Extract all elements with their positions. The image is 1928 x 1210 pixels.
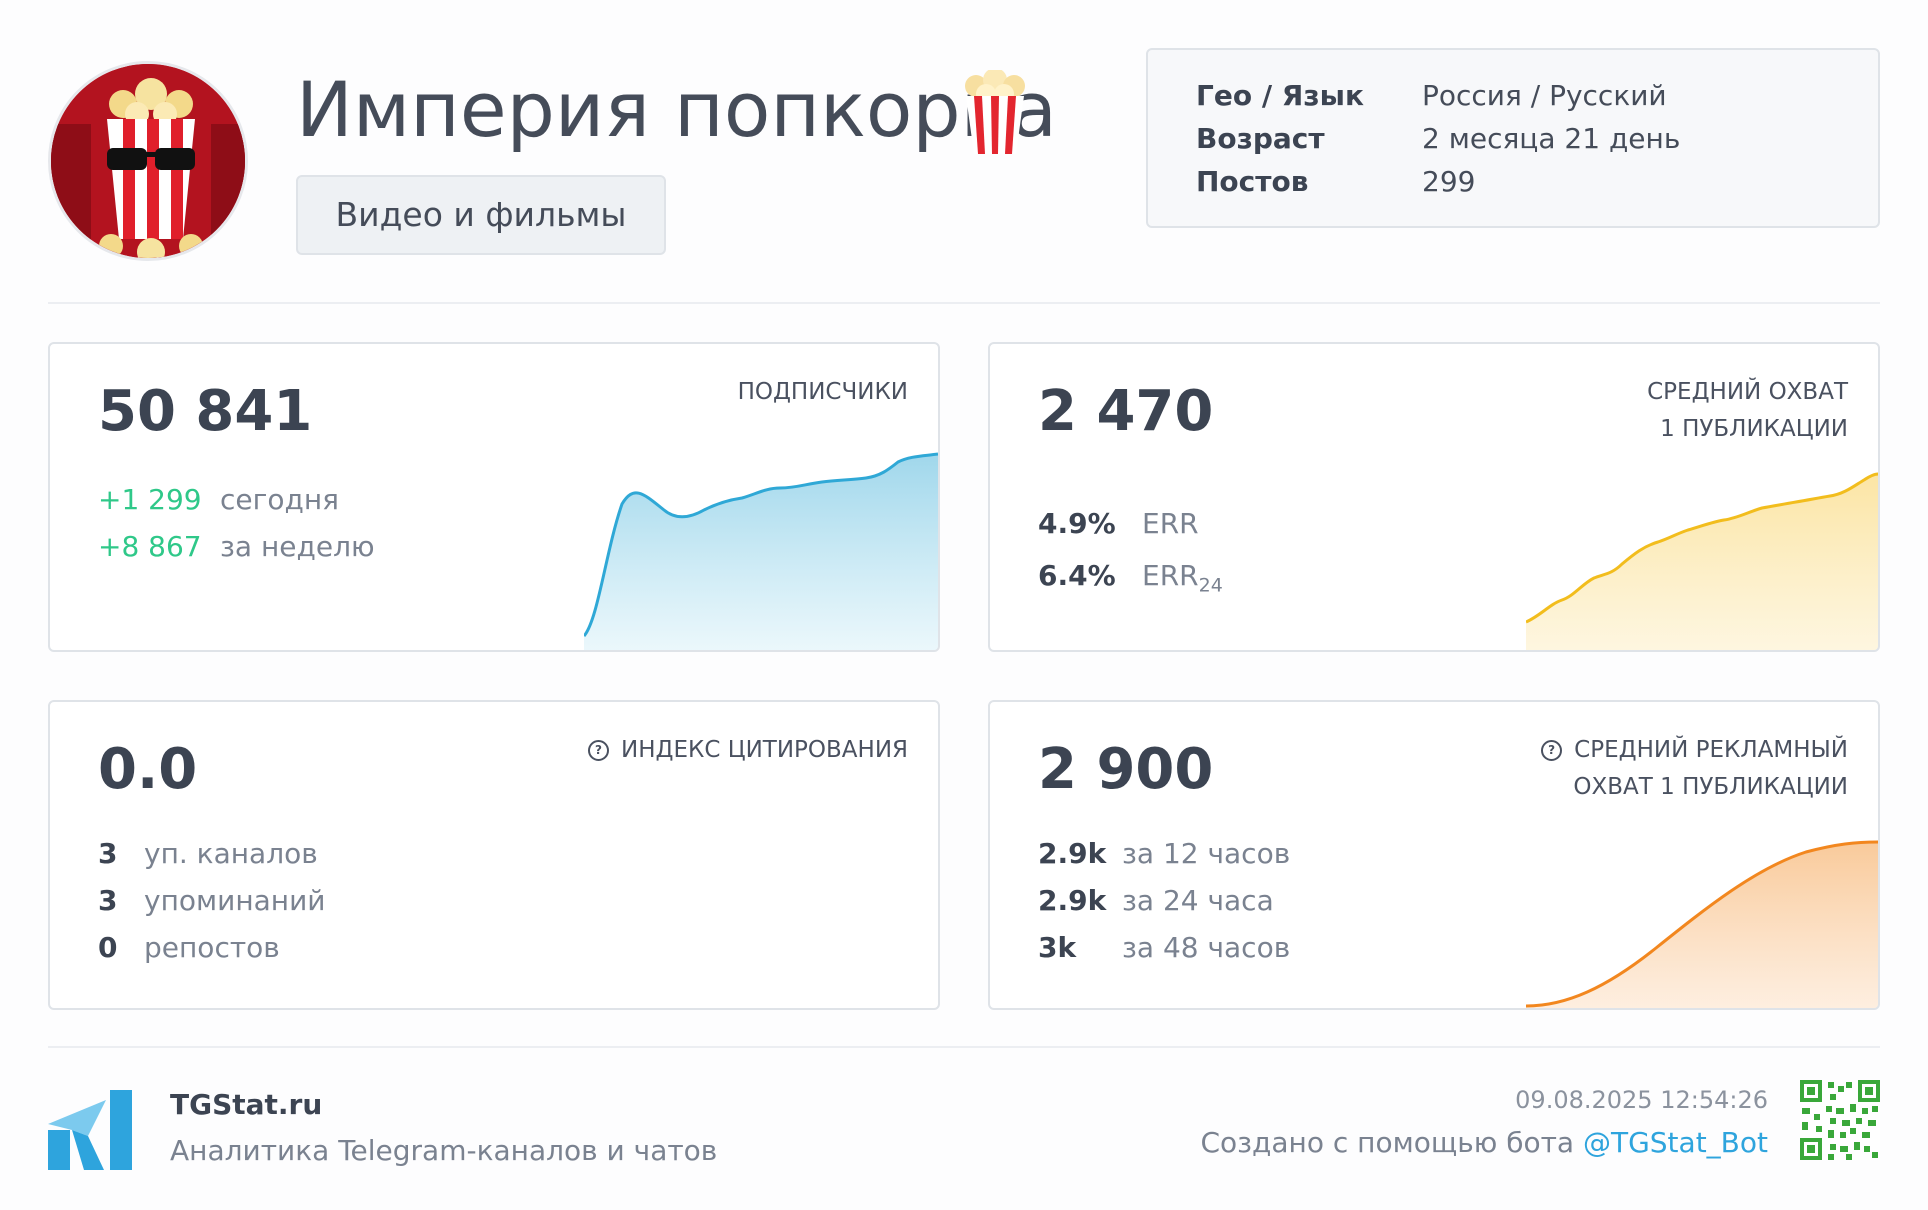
mention-channels-value: 3 bbox=[98, 837, 118, 870]
ad-reach-48h-value: 3k bbox=[1038, 931, 1077, 964]
help-icon[interactable]: ? bbox=[1541, 740, 1563, 761]
subscribers-sparkline bbox=[584, 452, 938, 650]
ad-reach-value: 2 900 bbox=[1038, 737, 1214, 802]
ad-reach-sparkline bbox=[1526, 840, 1878, 1008]
reach-caption-line1: СРЕДНИЙ ОХВАТ bbox=[1647, 379, 1848, 405]
subscribers-today-value: +1 299 bbox=[98, 483, 202, 516]
qr-code-icon bbox=[1800, 1080, 1880, 1160]
subscribers-week-value: +8 867 bbox=[98, 530, 202, 563]
ad-reach-24h-row: 2.9k за 24 часа bbox=[1038, 881, 1274, 921]
channel-avatar bbox=[48, 61, 248, 261]
subscribers-today-label: сегодня bbox=[220, 483, 339, 516]
ad-reach-caption-line1: ? СРЕДНИЙ РЕКЛАМНЫЙ bbox=[1541, 732, 1848, 769]
citation-caption: ? ИНДЕКС ЦИТИРОВАНИЯ bbox=[588, 732, 908, 769]
posts-label: Постов bbox=[1196, 165, 1309, 198]
ad-reach-12h-row: 2.9k за 12 часов bbox=[1038, 834, 1290, 874]
reposts-row: 0 репостов bbox=[98, 928, 280, 968]
ad-reach-12h-value: 2.9k bbox=[1038, 837, 1107, 870]
channel-title: Империя попкорна bbox=[296, 65, 1057, 154]
mention-channels-row: 3 уп. каналов bbox=[98, 834, 318, 874]
ad-reach-caption-line2: ОХВАТ 1 ПУБЛИКАЦИИ bbox=[1573, 774, 1848, 800]
tgstat-logo-icon bbox=[48, 1090, 132, 1170]
subscribers-today-row: +1 299 сегодня bbox=[98, 480, 339, 520]
popcorn-emoji-icon bbox=[965, 70, 1025, 154]
popcorn-avatar-icon bbox=[51, 64, 245, 258]
err24-value: 6.4% bbox=[1038, 559, 1116, 592]
subscribers-week-row: +8 867 за неделю bbox=[98, 527, 375, 567]
err-label: ERR bbox=[1142, 507, 1199, 540]
ad-reach-48h-row: 3k за 48 часов bbox=[1038, 928, 1290, 968]
ad-reach-48h-label: за 48 часов bbox=[1122, 931, 1291, 964]
divider bbox=[48, 1046, 1880, 1048]
ad-reach-caption: ? СРЕДНИЙ РЕКЛАМНЫЙ ОХВАТ 1 ПУБЛИКАЦИИ bbox=[1541, 732, 1848, 806]
reposts-value: 0 bbox=[98, 931, 118, 964]
ad-reach-24h-label: за 24 часа bbox=[1122, 884, 1274, 917]
mentions-row: 3 упоминаний bbox=[98, 881, 326, 921]
subscribers-caption: ПОДПИСЧИКИ bbox=[737, 379, 908, 405]
reach-value: 2 470 bbox=[1038, 379, 1214, 444]
reach-caption: СРЕДНИЙ ОХВАТ 1 ПУБЛИКАЦИИ bbox=[1647, 374, 1848, 448]
err-row: 4.9% ERR bbox=[1038, 504, 1199, 544]
mention-channels-label: уп. каналов bbox=[144, 837, 318, 870]
subscribers-card: 50 841 ПОДПИСЧИКИ +1 299 сегодня +8 867 … bbox=[48, 342, 940, 652]
age-value: 2 месяца 21 день bbox=[1422, 122, 1681, 155]
citation-caption-text: ИНДЕКС ЦИТИРОВАНИЯ bbox=[621, 737, 908, 763]
created-by-prefix: Создано с помощью бота bbox=[1200, 1126, 1583, 1159]
mentions-label: упоминаний bbox=[144, 884, 326, 917]
brand-tagline: Аналитика Telegram-каналов и чатов bbox=[170, 1134, 718, 1167]
help-icon[interactable]: ? bbox=[588, 740, 610, 761]
age-label: Возраст bbox=[1196, 122, 1325, 155]
created-by-text: Создано с помощью бота @TGStat_Bot bbox=[1200, 1126, 1768, 1159]
report-timestamp: 09.08.2025 12:54:26 bbox=[1515, 1086, 1768, 1114]
err24-label-text: ERR bbox=[1142, 559, 1199, 592]
subscribers-count: 50 841 bbox=[98, 379, 313, 444]
posts-value: 299 bbox=[1422, 165, 1476, 198]
err24-subscript: 24 bbox=[1198, 574, 1223, 597]
citation-index-value: 0.0 bbox=[98, 737, 198, 802]
category-button[interactable]: Видео и фильмы bbox=[296, 175, 666, 255]
ad-reach-card: 2 900 ? СРЕДНИЙ РЕКЛАМНЫЙ ОХВАТ 1 ПУБЛИКА… bbox=[988, 700, 1880, 1010]
bot-link[interactable]: @TGStat_Bot bbox=[1582, 1126, 1768, 1159]
reach-sparkline bbox=[1526, 472, 1878, 650]
citation-card: 0.0 ? ИНДЕКС ЦИТИРОВАНИЯ 3 уп. каналов 3 … bbox=[48, 700, 940, 1010]
err24-label: ERR24 bbox=[1142, 556, 1223, 606]
reach-caption-line2: 1 ПУБЛИКАЦИИ bbox=[1660, 416, 1848, 442]
channel-info-panel: Гео / Язык Россия / Русский Возраст 2 ме… bbox=[1146, 48, 1880, 228]
brand-name[interactable]: TGStat.ru bbox=[170, 1088, 323, 1121]
geo-language-value: Россия / Русский bbox=[1422, 79, 1667, 112]
mentions-value: 3 bbox=[98, 884, 118, 917]
divider bbox=[48, 302, 1880, 304]
reposts-label: репостов bbox=[144, 931, 280, 964]
reach-card: 2 470 СРЕДНИЙ ОХВАТ 1 ПУБЛИКАЦИИ 4.9% ER… bbox=[988, 342, 1880, 652]
err24-row: 6.4% ERR24 bbox=[1038, 556, 1223, 597]
ad-reach-caption-line1-text: СРЕДНИЙ РЕКЛАМНЫЙ bbox=[1574, 737, 1848, 763]
geo-language-label: Гео / Язык bbox=[1196, 79, 1364, 112]
err-value: 4.9% bbox=[1038, 507, 1116, 540]
subscribers-week-label: за неделю bbox=[220, 530, 375, 563]
ad-reach-12h-label: за 12 часов bbox=[1122, 837, 1291, 870]
ad-reach-24h-value: 2.9k bbox=[1038, 884, 1107, 917]
